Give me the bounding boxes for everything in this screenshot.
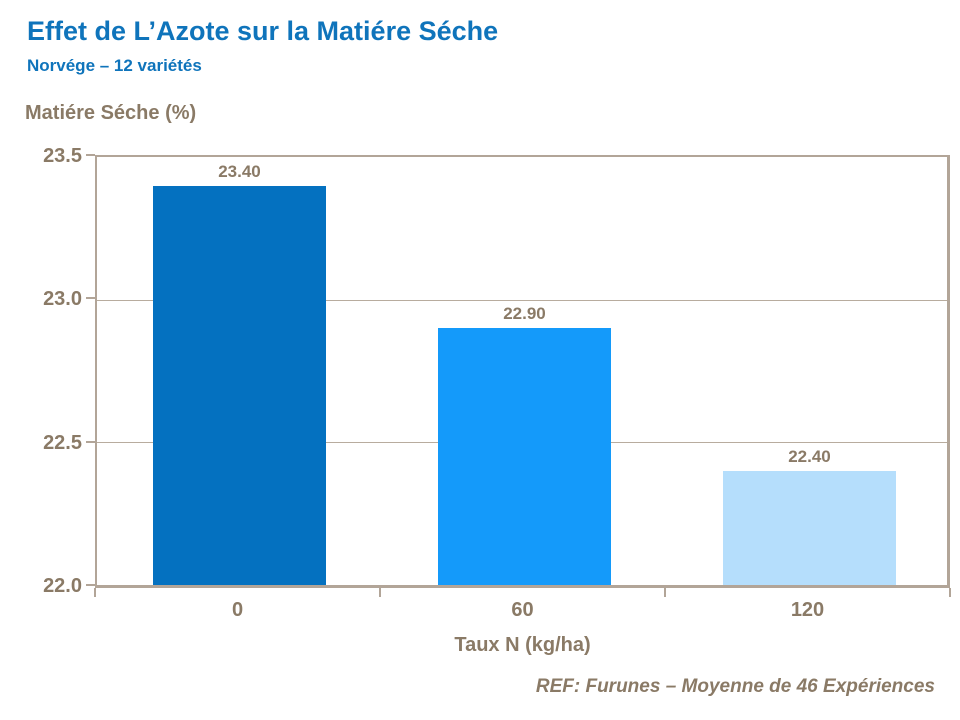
x-tick-label: 120 bbox=[790, 599, 825, 621]
y-tick-label: 22.0 bbox=[43, 575, 82, 597]
y-tick-mark bbox=[86, 154, 95, 156]
x-axis-title: Taux N (kg/ha) bbox=[454, 634, 591, 656]
y-tick-label: 23.5 bbox=[43, 145, 82, 167]
plot-area: 23.40 22.90 22.40 bbox=[95, 155, 950, 588]
bar-120 bbox=[722, 470, 897, 585]
bar-value-label: 23.40 bbox=[218, 161, 261, 181]
x-tick-mark bbox=[949, 588, 951, 597]
bar-value-label: 22.90 bbox=[503, 304, 546, 324]
chart-subtitle: Norvége – 12 variétés bbox=[27, 56, 202, 75]
y-tick-label: 22.5 bbox=[43, 431, 82, 454]
chart-title: Effet de L’Azote sur la Matiére Séche bbox=[27, 16, 499, 46]
bar-value-label: 22.40 bbox=[788, 446, 831, 466]
reference-note: REF: Furunes – Moyenne de 46 Expériences bbox=[535, 676, 935, 697]
y-axis-title: Matiére Séche (%) bbox=[25, 102, 197, 124]
x-tick-mark bbox=[379, 588, 381, 597]
x-tick-label: 60 bbox=[511, 599, 534, 621]
x-tick-label: 0 bbox=[231, 599, 244, 621]
y-tick-mark bbox=[86, 584, 95, 586]
x-tick-mark bbox=[94, 588, 96, 597]
bar-0 bbox=[152, 185, 327, 585]
y-tick-label: 23.0 bbox=[43, 288, 82, 311]
bar-60 bbox=[437, 328, 612, 585]
y-tick-mark bbox=[86, 297, 95, 300]
gridline bbox=[97, 299, 947, 301]
x-tick-mark bbox=[664, 588, 666, 597]
y-tick-mark bbox=[86, 440, 95, 443]
